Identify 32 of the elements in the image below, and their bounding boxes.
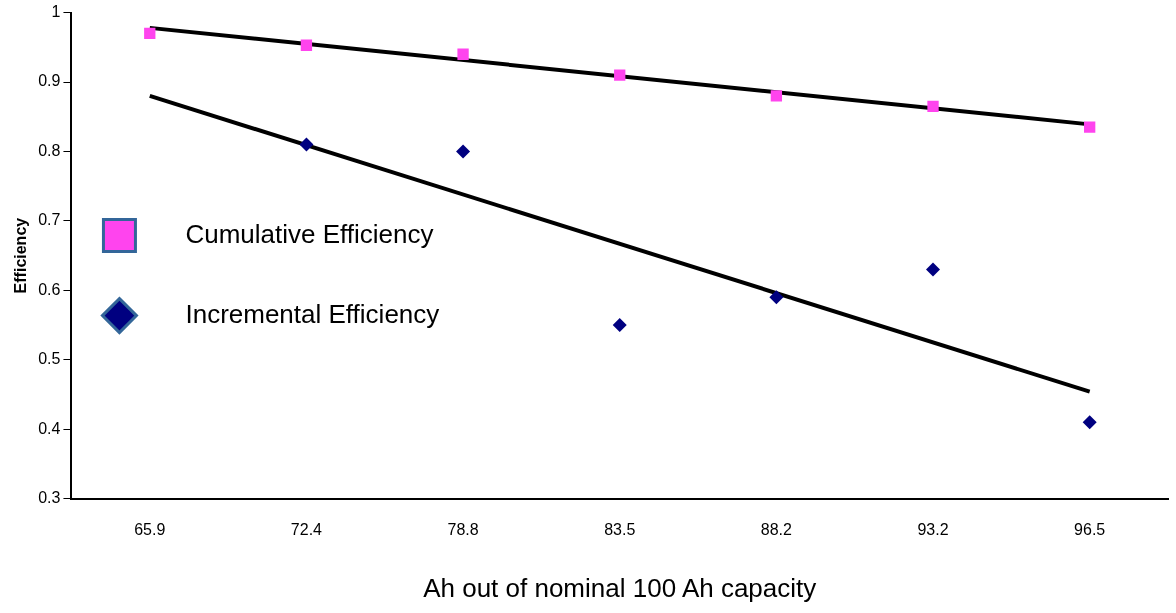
legend-label: Cumulative Efficiency [185, 218, 434, 249]
point [456, 144, 471, 159]
y-tick-label: 0.3 [38, 489, 61, 507]
x-tick-label: 72.4 [290, 520, 323, 538]
x-axis-title: Ah out of nominal 100 Ah capacity [423, 572, 817, 603]
y-tick-label: 0.9 [38, 72, 61, 90]
x-tick-label: 93.2 [917, 520, 949, 538]
y-tick-label: 0.8 [38, 141, 61, 159]
point [1082, 415, 1097, 430]
point [300, 39, 313, 51]
point [457, 48, 469, 60]
y-axis-title: Efficiency [12, 217, 30, 294]
point [144, 27, 156, 40]
point [1084, 121, 1096, 133]
y-tick-label: 1 [51, 3, 61, 21]
x-tick-label: 96.5 [1074, 520, 1106, 538]
x-tick-label: 83.5 [604, 520, 636, 538]
y-tick-label: 0.6 [38, 280, 61, 298]
point [299, 137, 314, 152]
x-tick-label: 78.8 [447, 520, 479, 538]
point [769, 290, 784, 305]
y-tick-label: 0.5 [38, 350, 61, 368]
x-tick-label: 88.2 [760, 520, 793, 538]
x-tick-label: 65.9 [134, 520, 166, 538]
point [614, 69, 626, 81]
point [770, 90, 783, 102]
y-tick-label: 0.4 [38, 419, 61, 437]
point [926, 262, 941, 277]
point [612, 318, 627, 333]
y-tick-label: 0.7 [38, 211, 61, 229]
legend-label: Incremental Efficiency [185, 298, 440, 329]
point [927, 100, 939, 112]
